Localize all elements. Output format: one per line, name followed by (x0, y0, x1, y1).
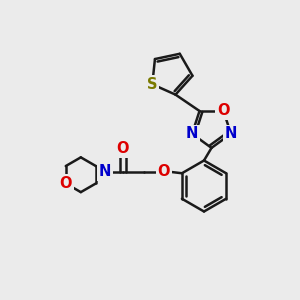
Text: N: N (186, 126, 198, 141)
Text: N: N (225, 126, 237, 141)
Text: O: O (158, 164, 170, 179)
Text: O: O (59, 176, 72, 191)
Text: N: N (99, 164, 111, 179)
Text: S: S (147, 77, 158, 92)
Text: O: O (117, 141, 129, 156)
Text: O: O (217, 103, 230, 118)
